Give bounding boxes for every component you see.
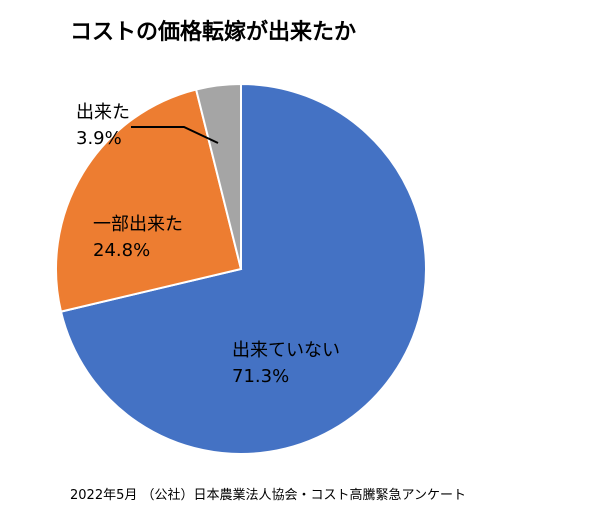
slice-category-label: 出来た [76, 102, 130, 123]
pie-slice-0 [59, 82, 427, 455]
slice-category-label: 出来ていない [232, 340, 340, 361]
slice-category-label: 一部出来た [93, 214, 183, 235]
leader-line [131, 126, 219, 144]
source-note: 2022年5月 （公社）日本農業法人協会・コスト高騰緊急アンケート [70, 488, 466, 503]
slice-value-label: 3.9% [76, 128, 122, 149]
pie-slice-2 [194, 82, 242, 270]
slice-value-label: 71.3% [232, 366, 289, 387]
chart-title: コストの価格転嫁が出来たか [70, 20, 357, 45]
pie-slice-1 [55, 88, 243, 313]
slice-value-label: 24.8% [93, 240, 150, 261]
